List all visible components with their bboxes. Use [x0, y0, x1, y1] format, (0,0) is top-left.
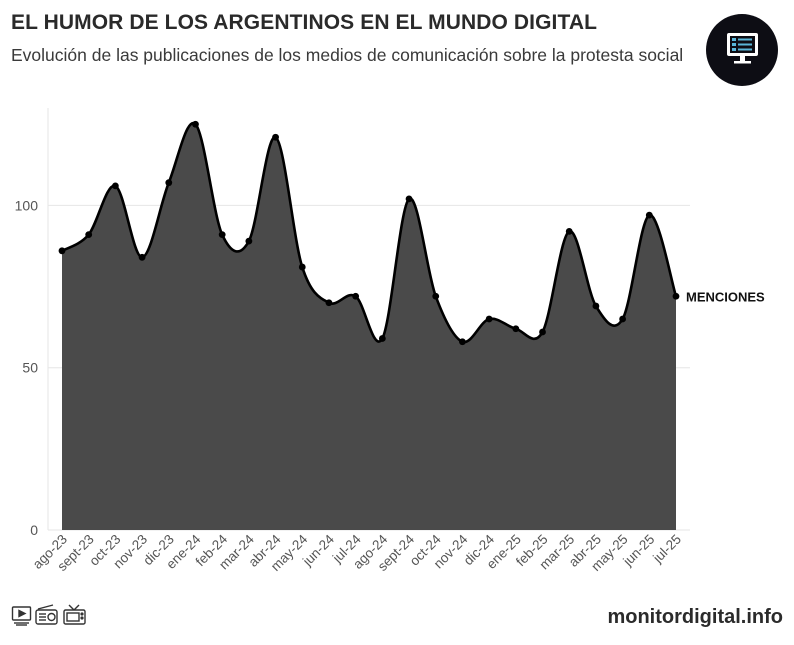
area-chart: 0 50 100 ago-23sept-23oct-23nov-23dic-23en… — [15, 108, 765, 574]
y-tick-label: 0 — [30, 522, 38, 538]
data-point — [405, 195, 413, 203]
data-point — [619, 315, 627, 323]
data-point — [352, 292, 360, 300]
y-axis: 0 50 100 — [15, 197, 39, 538]
media-icons — [11, 604, 91, 626]
data-point — [85, 231, 93, 239]
data-point — [245, 237, 253, 245]
monitor-screen-icon — [727, 33, 758, 64]
series-label: MENCIONES — [686, 289, 765, 304]
y-tick-label: 100 — [15, 197, 39, 213]
data-points — [58, 120, 680, 346]
data-point — [298, 263, 306, 271]
data-point — [325, 299, 333, 307]
data-point — [512, 325, 520, 333]
data-point — [111, 182, 119, 190]
area-layer — [61, 121, 678, 530]
x-tick-label: jul-25 — [649, 532, 684, 567]
brand-name: monitordigital.info — [607, 606, 783, 628]
data-point — [378, 335, 386, 342]
logo — [706, 14, 778, 86]
data-point — [539, 328, 546, 336]
data-point — [138, 253, 146, 261]
data-point — [58, 247, 66, 255]
data-point — [192, 120, 199, 128]
data-point — [565, 227, 573, 235]
data-point — [485, 315, 493, 323]
series-label-layer: MENCIONES — [686, 289, 765, 304]
data-point — [645, 211, 653, 219]
radio-icon — [35, 604, 58, 625]
television-icon — [63, 604, 86, 625]
data-point — [165, 179, 173, 187]
data-point — [459, 338, 466, 346]
chart-subtitle: Evolución de las publicaciones de los me… — [11, 45, 684, 65]
data-point — [272, 133, 279, 141]
tv-screen-icon — [11, 606, 32, 626]
data-point — [672, 292, 680, 300]
data-point — [218, 231, 226, 239]
data-point — [592, 302, 600, 310]
data-point — [432, 292, 440, 300]
chart-title: EL HUMOR DE LOS ARGENTINOS EN EL MUNDO D… — [11, 11, 598, 34]
x-axis: ago-23sept-23oct-23nov-23dic-23ene-24feb… — [30, 531, 684, 574]
y-tick-label: 50 — [22, 360, 38, 376]
